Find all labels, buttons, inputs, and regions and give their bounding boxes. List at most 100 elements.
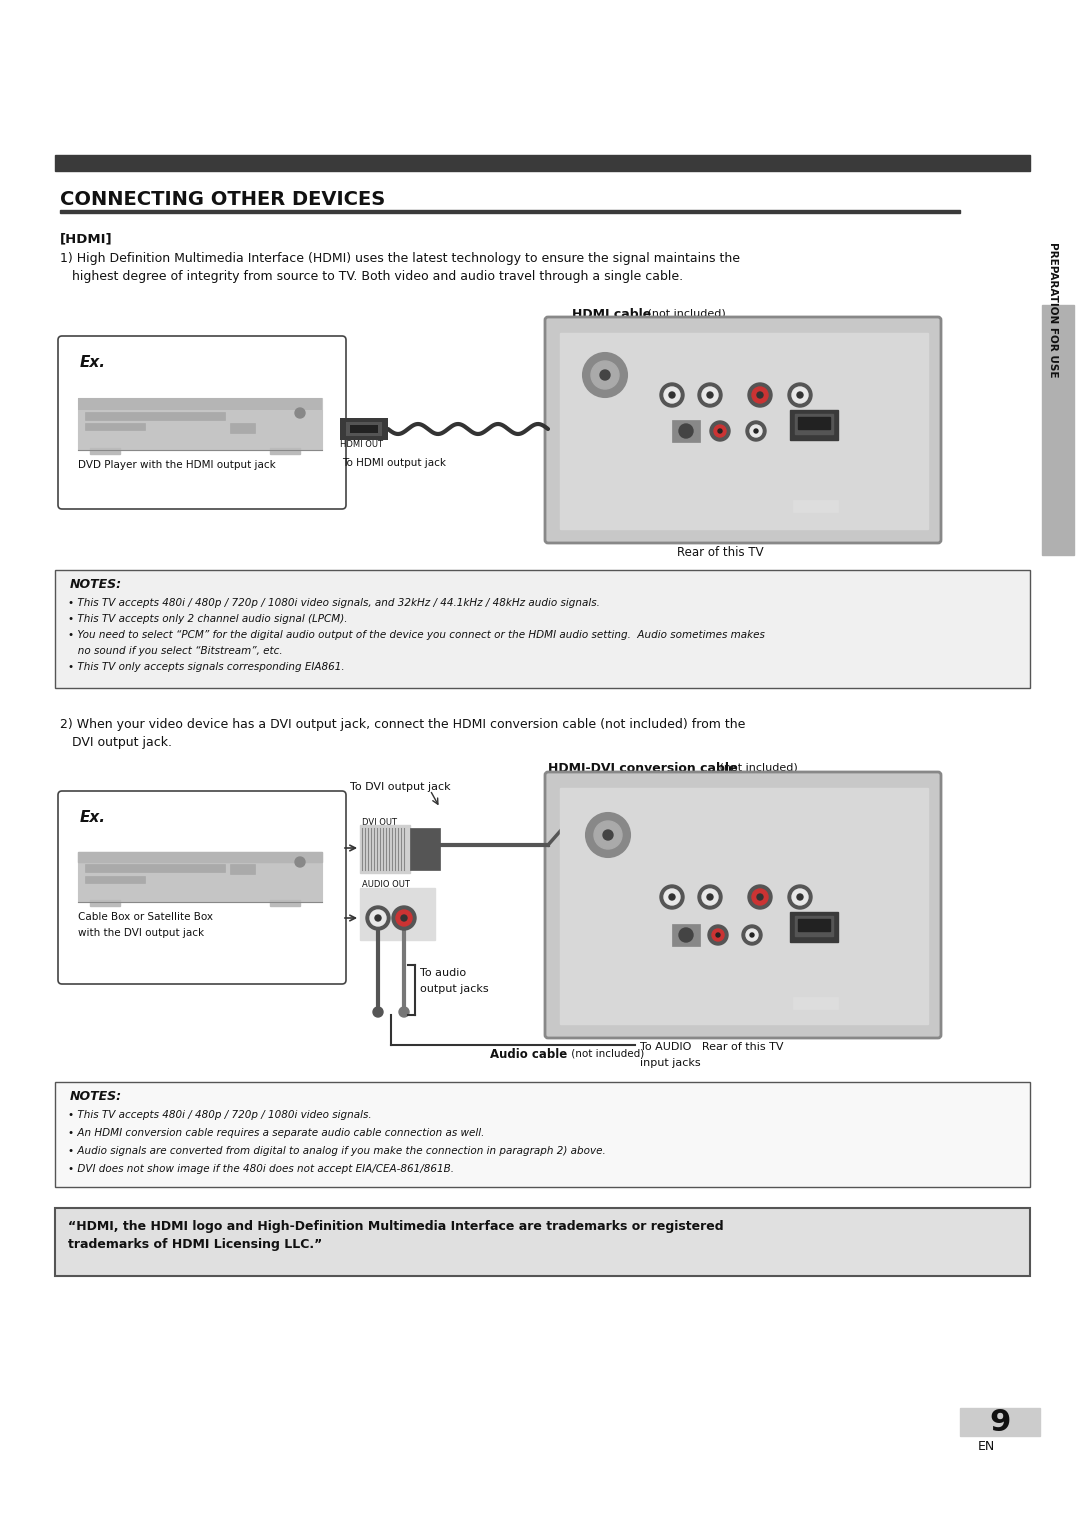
Circle shape bbox=[366, 906, 390, 931]
Bar bbox=[85, 863, 225, 872]
Circle shape bbox=[594, 821, 622, 850]
Text: R: R bbox=[740, 422, 745, 428]
Text: Rear of this TV: Rear of this TV bbox=[677, 545, 764, 559]
Bar bbox=[270, 900, 300, 906]
Circle shape bbox=[712, 929, 724, 941]
Circle shape bbox=[370, 911, 386, 926]
Bar bbox=[561, 788, 928, 1024]
Bar bbox=[793, 500, 838, 512]
Text: • DVI does not show image if the 480i does not accept EIA/CEA-861/861B.: • DVI does not show image if the 480i do… bbox=[68, 1164, 454, 1174]
Bar bbox=[78, 397, 322, 410]
Circle shape bbox=[788, 885, 812, 909]
Text: (not included): (not included) bbox=[716, 762, 798, 772]
Bar bbox=[346, 422, 382, 435]
Bar bbox=[230, 423, 255, 432]
Text: L: L bbox=[669, 350, 673, 359]
Bar bbox=[85, 413, 225, 420]
Text: To audio: To audio bbox=[420, 969, 467, 978]
Text: To DVI output jack: To DVI output jack bbox=[350, 782, 450, 792]
Circle shape bbox=[748, 384, 772, 406]
Text: NOTES:: NOTES: bbox=[70, 578, 122, 591]
Circle shape bbox=[698, 885, 723, 909]
Circle shape bbox=[679, 423, 693, 439]
Bar bbox=[960, 1407, 1040, 1436]
Text: DIGITAL
AUDIO OUT
(COAXIAL): DIGITAL AUDIO OUT (COAXIAL) bbox=[640, 927, 676, 946]
Circle shape bbox=[664, 889, 680, 905]
Text: R: R bbox=[370, 892, 376, 902]
Text: AUDIO: AUDIO bbox=[770, 365, 795, 374]
Bar bbox=[78, 853, 322, 902]
Text: R: R bbox=[735, 926, 741, 932]
Text: EN: EN bbox=[978, 1439, 996, 1453]
Bar bbox=[350, 425, 378, 432]
Circle shape bbox=[746, 422, 766, 442]
Text: 2) When your video device has a DVI output jack, connect the HDMI conversion cab: 2) When your video device has a DVI outp… bbox=[60, 718, 745, 730]
Text: DVI output jack.: DVI output jack. bbox=[60, 736, 172, 749]
Circle shape bbox=[603, 830, 613, 840]
Circle shape bbox=[742, 924, 762, 944]
Bar bbox=[561, 333, 928, 529]
Text: DVD Player with the HDMI output jack: DVD Player with the HDMI output jack bbox=[78, 460, 275, 471]
Text: HDMI-DVI conversion cable: HDMI-DVI conversion cable bbox=[548, 762, 738, 775]
Text: ANT. IN: ANT. IN bbox=[593, 860, 621, 869]
Text: “HDMI, the HDMI logo and High-Definition Multimedia Interface are trademarks or : “HDMI, the HDMI logo and High-Definition… bbox=[68, 1219, 724, 1233]
Text: output jacks: output jacks bbox=[420, 984, 488, 995]
Text: Cable Box or Satellite Box: Cable Box or Satellite Box bbox=[78, 912, 213, 921]
Circle shape bbox=[702, 889, 718, 905]
Circle shape bbox=[748, 885, 772, 909]
Text: HDMI IN: HDMI IN bbox=[793, 443, 821, 449]
Text: input jacks: input jacks bbox=[640, 1057, 701, 1068]
Circle shape bbox=[679, 927, 693, 941]
Text: Ex.: Ex. bbox=[80, 354, 106, 370]
Circle shape bbox=[708, 924, 728, 944]
Circle shape bbox=[669, 894, 675, 900]
Text: 1) High Definition Multimedia Interface (HDMI) uses the latest technology to ens: 1) High Definition Multimedia Interface … bbox=[60, 252, 740, 264]
Text: HDMI cable: HDMI cable bbox=[572, 309, 651, 321]
Bar bbox=[795, 915, 833, 937]
Bar bbox=[60, 209, 960, 212]
Bar bbox=[55, 570, 1030, 688]
Bar bbox=[795, 414, 833, 434]
Text: • This TV accepts 480i / 480p / 720p / 1080i video signals.: • This TV accepts 480i / 480p / 720p / 1… bbox=[68, 1109, 372, 1120]
Text: HDMI IN: HDMI IN bbox=[793, 944, 821, 950]
Circle shape bbox=[591, 361, 619, 390]
Bar bbox=[1042, 306, 1074, 555]
Circle shape bbox=[295, 857, 305, 866]
Circle shape bbox=[797, 894, 804, 900]
Circle shape bbox=[716, 934, 720, 937]
Text: • An HDMI conversion cable requires a separate audio cable connection as well.: • An HDMI conversion cable requires a se… bbox=[68, 1128, 484, 1138]
Circle shape bbox=[698, 384, 723, 406]
Bar bbox=[78, 853, 322, 862]
Bar bbox=[55, 1082, 1030, 1187]
Bar bbox=[672, 924, 700, 946]
Text: AUDIO OUT: AUDIO OUT bbox=[362, 880, 410, 889]
Text: • This TV accepts 480i / 480p / 720p / 1080i video signals, and 32kHz / 44.1kHz : • This TV accepts 480i / 480p / 720p / 1… bbox=[68, 597, 599, 608]
Text: To AUDIO   Rear of this TV: To AUDIO Rear of this TV bbox=[640, 1042, 783, 1051]
Bar bbox=[789, 410, 838, 440]
Text: To HDMI IN jack: To HDMI IN jack bbox=[729, 329, 820, 341]
Text: 9: 9 bbox=[989, 1407, 1011, 1436]
Bar bbox=[789, 912, 838, 941]
Bar bbox=[230, 863, 255, 874]
Text: HDMI: HDMI bbox=[807, 999, 825, 1005]
FancyBboxPatch shape bbox=[545, 772, 941, 1038]
Bar bbox=[78, 397, 322, 451]
Circle shape bbox=[586, 813, 630, 857]
Circle shape bbox=[660, 885, 684, 909]
Text: highest degree of integrity from source to TV. Both video and audio travel throu: highest degree of integrity from source … bbox=[60, 270, 684, 283]
Bar bbox=[360, 888, 435, 940]
Circle shape bbox=[754, 429, 758, 432]
Bar bbox=[793, 996, 838, 1008]
Circle shape bbox=[401, 915, 407, 921]
Bar bbox=[90, 900, 120, 906]
Circle shape bbox=[757, 894, 762, 900]
Text: Audio cable: Audio cable bbox=[490, 1048, 567, 1060]
Text: R: R bbox=[704, 926, 708, 932]
Circle shape bbox=[788, 384, 812, 406]
Circle shape bbox=[714, 425, 726, 437]
Text: • This TV accepts only 2 channel audio signal (LPCM).: • This TV accepts only 2 channel audio s… bbox=[68, 614, 348, 623]
Text: DVI OUT: DVI OUT bbox=[362, 817, 397, 827]
Text: AUDIO OUT: AUDIO OUT bbox=[680, 868, 724, 877]
Circle shape bbox=[583, 353, 627, 397]
Bar bbox=[55, 1209, 1030, 1276]
